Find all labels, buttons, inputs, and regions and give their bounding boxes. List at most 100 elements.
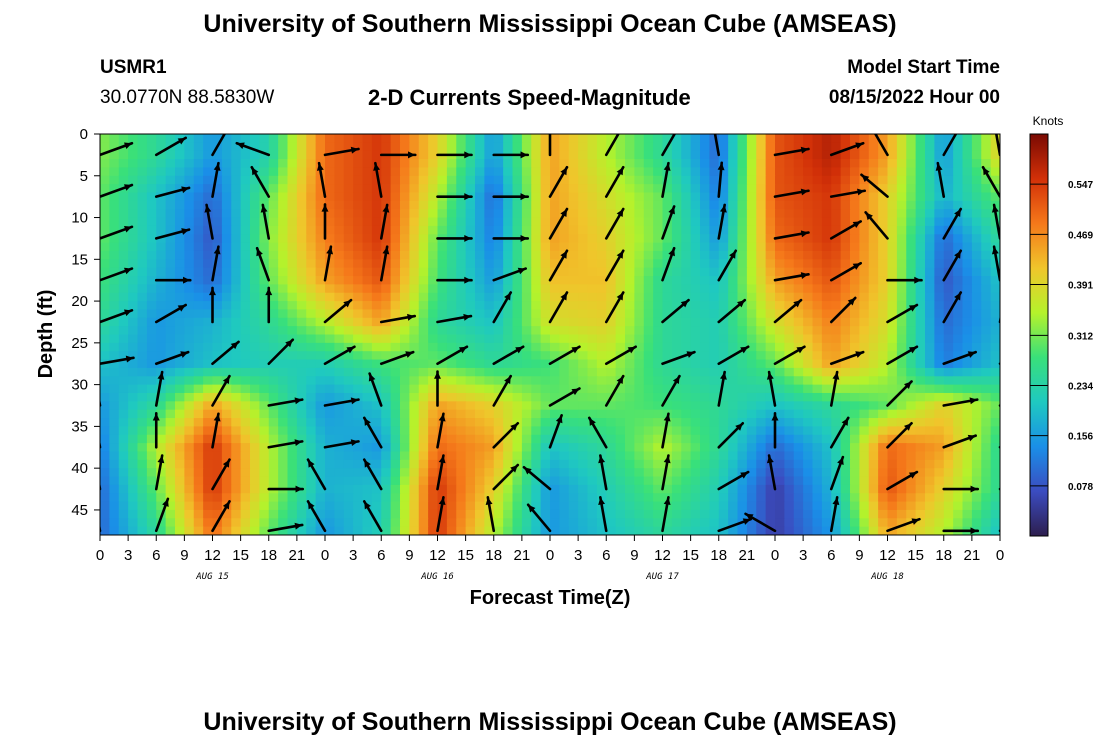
- heatmap-cell: [240, 434, 251, 444]
- heatmap-cell: [437, 484, 448, 494]
- heatmap-cell: [306, 484, 317, 494]
- heatmap-cell: [793, 134, 804, 143]
- heatmap-cell: [240, 468, 251, 478]
- colorbar-tick-label: 0.156: [1068, 432, 1093, 443]
- heatmap-cell: [456, 184, 467, 194]
- heatmap-cell: [981, 284, 992, 294]
- heatmap-cell: [775, 142, 785, 152]
- heatmap-cell: [484, 250, 495, 260]
- heatmap-cell: [878, 426, 889, 436]
- heatmap-cell: [559, 309, 570, 319]
- heatmap-cell: [371, 359, 382, 369]
- heatmap-cell: [896, 468, 907, 478]
- heatmap-cell: [953, 234, 964, 244]
- heatmap-cell: [193, 434, 204, 444]
- heatmap-cell: [343, 501, 354, 511]
- heatmap-cell: [934, 484, 945, 494]
- heatmap-cell: [756, 334, 767, 344]
- heatmap-cell: [681, 292, 692, 302]
- heatmap-cell: [362, 409, 373, 419]
- heatmap-cell: [240, 326, 251, 336]
- heatmap-cell: [625, 267, 635, 277]
- heatmap-cell: [831, 476, 842, 486]
- heatmap-cell: [634, 250, 645, 260]
- heatmap-cell: [343, 184, 354, 194]
- heatmap-cell: [109, 434, 120, 444]
- heatmap-cell: [700, 159, 710, 169]
- heatmap-cell: [896, 284, 907, 294]
- heatmap-cell: [409, 493, 420, 503]
- heatmap-cell: [165, 443, 176, 453]
- heatmap-cell: [231, 351, 242, 361]
- heatmap-cell: [840, 242, 851, 252]
- heatmap-cell: [268, 250, 279, 260]
- heatmap-cell: [175, 184, 185, 194]
- heatmap-cell: [409, 200, 420, 210]
- heatmap-cell: [484, 434, 495, 444]
- heatmap-cell: [578, 209, 589, 219]
- heatmap-cell: [587, 476, 598, 486]
- heatmap-cell: [718, 225, 729, 235]
- heatmap-cell: [409, 334, 420, 344]
- heatmap-cell: [193, 242, 204, 252]
- heatmap-cell: [943, 501, 954, 511]
- heatmap-cell: [203, 217, 214, 227]
- heatmap-cell: [587, 334, 598, 344]
- heatmap-cell: [990, 409, 1000, 419]
- heatmap-cell: [381, 392, 392, 402]
- heatmap-cell: [306, 142, 317, 152]
- heatmap-cell: [690, 384, 701, 394]
- heatmap-cell: [156, 175, 167, 185]
- heatmap-cell: [353, 301, 364, 311]
- heatmap-cell: [137, 284, 148, 294]
- heatmap-cell: [465, 242, 476, 252]
- heatmap-cell: [165, 384, 176, 394]
- heatmap-cell: [296, 175, 307, 185]
- heatmap-cell: [896, 443, 907, 453]
- heatmap-cell: [793, 401, 804, 411]
- heatmap-cell: [793, 493, 804, 503]
- heatmap-cell: [165, 493, 176, 503]
- heatmap-cell: [409, 242, 420, 252]
- heatmap-cell: [868, 351, 879, 361]
- heatmap-cell: [643, 142, 654, 152]
- heatmap-cell: [681, 259, 692, 269]
- heatmap-cell: [193, 401, 204, 411]
- heatmap-cell: [906, 150, 917, 160]
- heatmap-cell: [784, 367, 795, 377]
- heatmap-cell: [981, 250, 992, 260]
- heatmap-cell: [428, 242, 439, 252]
- heatmap-cell: [484, 351, 495, 361]
- chart-title: University of Southern Mississippi Ocean…: [203, 10, 897, 38]
- heatmap-cell: [146, 142, 157, 152]
- heatmap-cell: [240, 234, 251, 244]
- heatmap-cell: [109, 292, 120, 302]
- heatmap-cell: [934, 376, 945, 386]
- heatmap-cell: [925, 167, 935, 177]
- heatmap-cell: [943, 192, 954, 202]
- current-arrow: [661, 298, 690, 324]
- heatmap-cell: [531, 451, 542, 461]
- heatmap-cell: [109, 217, 120, 227]
- heatmap-cell: [662, 476, 673, 486]
- heatmap-cell: [578, 150, 589, 160]
- heatmap-cell: [100, 509, 110, 519]
- heatmap-cell: [165, 476, 176, 486]
- heatmap-cell: [831, 301, 842, 311]
- heatmap-cell: [643, 359, 654, 369]
- heatmap-cell: [868, 159, 879, 169]
- heatmap-cell: [775, 184, 785, 194]
- heatmap-cell: [896, 459, 907, 469]
- heatmap-cell: [221, 242, 232, 252]
- heatmap-cell: [343, 317, 354, 327]
- heatmap-cell: [962, 376, 973, 386]
- heatmap-cell: [371, 175, 382, 185]
- heatmap-cell: [287, 326, 298, 336]
- heatmap-cell: [953, 501, 964, 511]
- current-arrow: [994, 134, 1000, 157]
- heatmap-cell: [596, 359, 607, 369]
- heatmap-cell: [446, 476, 457, 486]
- heatmap-cell: [587, 259, 598, 269]
- heatmap-cell: [850, 267, 860, 277]
- heatmap-cell: [156, 209, 167, 219]
